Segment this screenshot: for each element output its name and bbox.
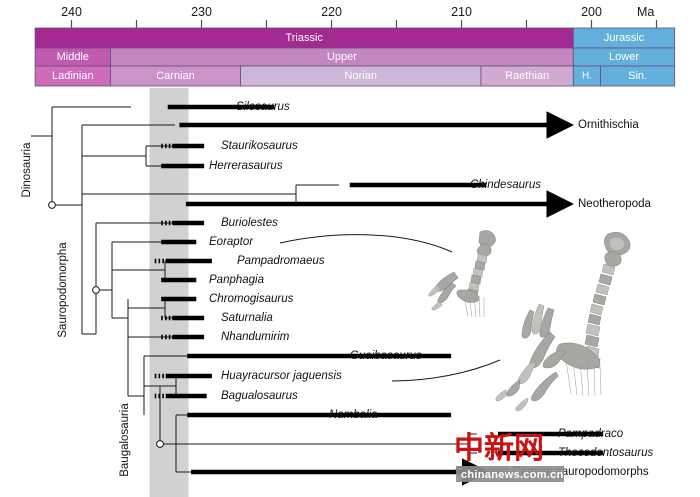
- taxon-label-14: Huayracursor jaguensis: [221, 370, 342, 382]
- taxon-label-11: Saturnalia: [221, 312, 273, 324]
- taxon-label-17: Pampadraco: [558, 428, 624, 440]
- timescale-label-stage-1: Carnian: [156, 70, 195, 82]
- timescale-label-epoch-2: Lower: [609, 51, 639, 63]
- taxon-label-9: Panphagia: [209, 274, 264, 286]
- axis-tick-label-220: 220: [321, 5, 342, 19]
- clade-label-1: Sauropodomorpha: [57, 242, 69, 338]
- taxon-label-1: Ornithischia: [578, 119, 639, 131]
- leader-line-eoraptor: [279, 234, 453, 253]
- taxon-label-10: Chromogisaurus: [209, 293, 294, 305]
- timescale-label-epoch-1: Upper: [327, 51, 357, 63]
- node-marker-sauropodomorpha: [92, 286, 100, 294]
- taxon-label-13: Guaibasaurus: [350, 350, 422, 362]
- timescale-label-stage-4: H.: [582, 71, 592, 82]
- axis-tick-marks: [70, 20, 658, 28]
- axis-tick-label-240: 240: [61, 5, 82, 19]
- stratigraphic-range-bars: [154, 104, 604, 486]
- taxon-label-7: Eoraptor: [209, 236, 254, 248]
- taxon-label-18: Thecodontosaurus: [558, 447, 654, 459]
- taxon-label-2: Staurikosaurus: [221, 140, 298, 152]
- clade-label-0: Dinosauria: [21, 142, 33, 198]
- timescale-label-stage-5: Sin.: [628, 70, 647, 82]
- clade-name-labels: Dinosauria Sauropodomorpha Baugalosauria: [21, 142, 131, 477]
- taxon-labels: Silesaurus Ornithischia Staurikosaurus Herr…: [209, 101, 654, 478]
- axis-unit-label: Ma: [637, 5, 654, 19]
- node-marker-baugalosauria: [156, 440, 164, 448]
- skeleton-large-right: [495, 232, 631, 412]
- illustration-leader-lines: [279, 234, 501, 382]
- timescale-label-epoch-0: Middle: [57, 51, 89, 63]
- node-marker-dinosauria: [48, 201, 56, 209]
- timescale-bands: Triassic Jurassic Middle Upper Lower Ladinian…: [34, 27, 676, 87]
- taxon-label-0: Silesaurus: [236, 101, 290, 113]
- taxon-label-6: Buriolestes: [221, 217, 278, 229]
- taxon-label-15: Bagualosaurus: [221, 390, 298, 402]
- skeleton-small-left: [428, 230, 496, 318]
- timescale-label-stage-0: Ladinian: [52, 70, 94, 82]
- clade-label-2: Baugalosauria: [119, 403, 131, 477]
- taxon-label-16: Nambalia: [329, 409, 378, 421]
- taxon-label-5: Neotheropoda: [578, 198, 651, 210]
- timescale-label-stage-2: Norian: [345, 70, 377, 82]
- timescale-label-period-0: Triassic: [285, 32, 323, 44]
- taxon-label-3: Herrerasaurus: [209, 160, 283, 172]
- axis-tick-label-210: 210: [451, 5, 472, 19]
- axis-tick-label-230: 230: [191, 5, 212, 19]
- timescale-label-period-1: Jurassic: [604, 32, 645, 44]
- taxon-label-8: Pampadromaeus: [237, 255, 325, 267]
- carnian-norian-highlight-band: [149, 88, 189, 497]
- axis-tick-label-200: 200: [581, 5, 602, 19]
- timescale-cell-stage-5: [600, 65, 676, 87]
- taxon-label-12: Nhandumirim: [221, 331, 290, 343]
- leader-line-huayracursor: [391, 359, 501, 382]
- timescale-label-stage-3: Raethian: [505, 70, 549, 82]
- taxon-label-19: Other post-Carnian sauropodomorphs: [455, 466, 649, 478]
- taxon-label-4: Chindesaurus: [470, 179, 541, 191]
- axis-tick-labels: 240 230 220 210 200: [61, 5, 602, 19]
